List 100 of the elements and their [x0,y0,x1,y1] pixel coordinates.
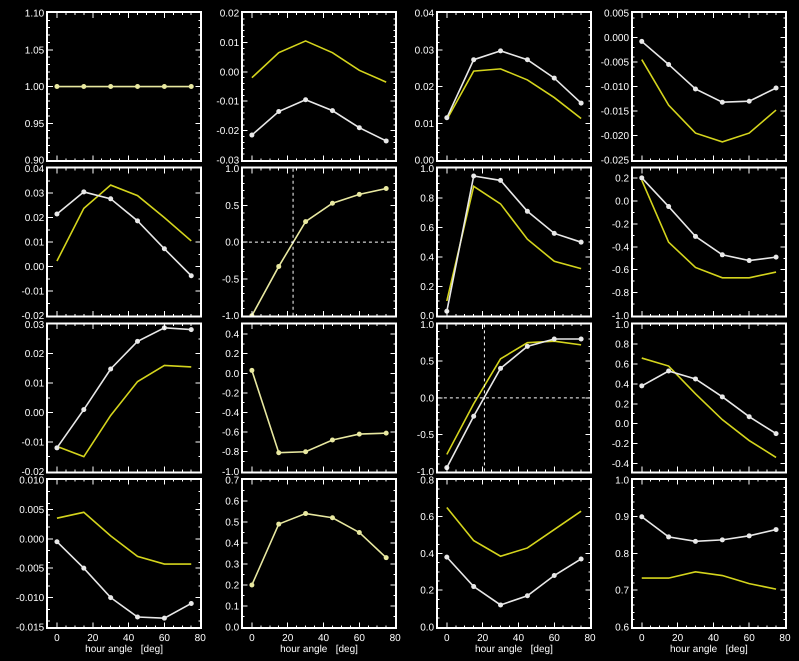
point [639,175,644,180]
y-tick-label: 0.4 [420,548,435,560]
y-tick-label: 0.0 [615,419,630,430]
y-tick-label: 0.2 [225,580,240,592]
x-tick-label: 80 [390,632,402,644]
point [444,554,450,560]
point [135,338,140,344]
x-tick-label: 20 [87,632,99,644]
point [692,538,698,544]
point [249,368,254,373]
line-series [56,511,192,565]
point [356,530,362,535]
y-tick-label: 0.8 [420,194,435,205]
y-tick-label: -1.0 [222,466,240,478]
y-tick-label: 0.01 [414,118,435,130]
y-tick-label: 0.01 [24,238,45,249]
y-tick-label: -1.0 [612,311,630,322]
y-tick-label: 0.02 [24,213,45,224]
x-tick-label: 60 [548,632,560,644]
x-tick-label: 60 [744,632,756,644]
point [498,48,504,54]
x-tick-label: 80 [779,632,791,644]
x-tick-label: 80 [584,632,596,644]
y-tick-label: 1.0 [225,164,240,176]
line-series [640,571,777,590]
point [471,584,476,590]
y-tick-label: 0.5 [420,356,435,368]
y-tick-label: 0.0 [420,393,435,404]
point [330,437,335,442]
y-tick-label: 0.00 [220,67,240,78]
y-tick-label: -0.025 [600,156,630,167]
y-tick-label: -0.4 [612,242,630,254]
y-tick-label: -0.020 [600,131,630,142]
point [552,573,557,578]
point [720,537,725,542]
point [188,273,194,278]
y-tick-label: -0.015 [600,106,630,118]
point [384,186,389,191]
line-series [640,58,777,143]
point [666,62,672,67]
y-tick-label: -0.5 [416,430,435,442]
point [639,38,644,44]
y-tick-label: 0.0 [615,196,630,208]
x-tick-label: 20 [477,632,489,644]
y-tick-label: 0.6 [420,222,435,234]
y-tick-label: -0.01 [21,437,45,448]
y-tick-label: 1.0 [420,164,435,176]
y-tick-label: 0.6 [225,496,240,508]
x-tick-label: 80 [194,632,206,644]
point [774,431,779,436]
point [384,430,389,436]
y-tick-label: -0.005 [600,58,630,69]
point [524,208,530,214]
point [498,366,504,371]
y-tick-label: 0.6 [615,622,630,634]
y-tick-label: 1.00 [24,82,45,94]
x-axis-title: hour angle [deg] [475,644,554,655]
y-tick-label: 0.00 [24,262,45,274]
point [746,258,752,264]
y-tick-label: 0.005 [604,8,630,20]
y-tick-label: 0.04 [414,8,435,20]
y-tick-label: 0.9 [615,512,630,524]
y-tick-label: 0.6 [615,360,630,371]
point [774,86,779,90]
point [162,246,167,252]
y-tick-label: -0.6 [612,265,630,276]
y-tick-label: 0.8 [420,475,435,486]
y-tick-label: 0.5 [225,517,240,528]
y-tick-label: 0.0 [420,622,435,634]
point [276,450,282,456]
point [692,86,698,92]
point [108,366,114,372]
point [774,527,779,532]
point [108,196,114,202]
point [524,593,530,598]
y-tick-label: -0.010 [16,593,45,604]
y-tick-label: 0.0 [225,368,240,380]
x-axis-title: hour angle [deg] [670,644,748,655]
y-tick-label: -0.2 [222,388,240,400]
x-tick-label: 40 [318,632,330,644]
point [330,515,335,520]
x-tick-label: 40 [708,632,720,644]
y-tick-label: -0.01 [21,286,45,298]
point [666,368,672,374]
point [54,445,60,450]
point [54,539,60,544]
point [188,600,194,606]
y-tick-label: -0.2 [612,439,630,450]
point [384,138,389,144]
point [524,57,530,62]
line-series [446,186,582,302]
y-tick-label: 0.4 [225,538,240,550]
point [578,336,584,342]
y-tick-label: 0.0 [420,311,435,322]
point [356,125,362,130]
point [356,432,362,437]
point [471,174,476,178]
y-tick-label: 0.5 [225,200,240,212]
point [498,178,504,183]
y-tick-label: 0.4 [615,379,630,390]
